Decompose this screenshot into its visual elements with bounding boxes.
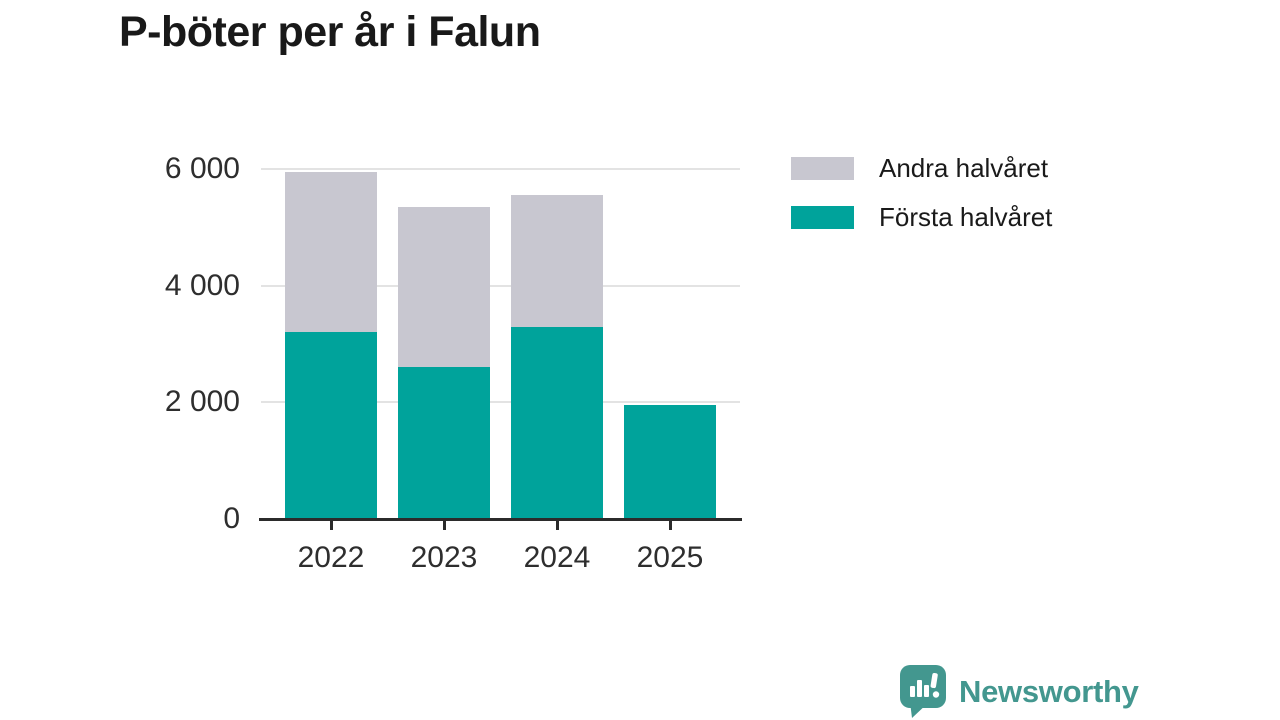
chart-title: P-böter per år i Falun <box>119 8 541 56</box>
x-axis-tick <box>330 521 333 530</box>
newsworthy-logo-icon <box>900 665 946 718</box>
y-axis-tick-label: 2 000 <box>164 385 240 419</box>
bar-segment-andra-halvaret <box>398 206 490 368</box>
y-axis-tick-label: 0 <box>223 502 240 535</box>
bar-segment-forsta-halvaret <box>285 332 377 519</box>
x-axis-line <box>259 518 742 521</box>
x-axis-tick-label: 2023 <box>410 541 478 574</box>
x-axis-tick <box>556 521 559 530</box>
legend-item-forsta: Första halvåret <box>791 204 1052 230</box>
gridline <box>261 401 740 404</box>
legend-swatch-forsta <box>791 205 854 229</box>
legend-label: Första halvåret <box>879 202 1053 232</box>
x-axis-tick-label: 2024 <box>523 541 591 574</box>
branding-name: Newsworthy <box>959 674 1139 709</box>
gridline <box>261 284 740 287</box>
gridline <box>261 168 740 170</box>
branding: Newsworthy <box>899 664 1139 720</box>
y-axis-tick-label: 6 000 <box>164 152 240 185</box>
legend-item-andra: Andra halvåret <box>791 155 1052 181</box>
bar-segment-forsta-halvaret <box>624 405 716 519</box>
legend: Andra halvåret Första halvåret <box>791 155 1052 253</box>
x-axis-tick-label: 2022 <box>297 541 365 574</box>
legend-swatch-andra <box>791 156 854 180</box>
x-axis-tick <box>443 521 446 530</box>
bar-segment-andra-halvaret <box>285 171 377 333</box>
x-axis-tick-label: 2025 <box>636 541 704 574</box>
bar-segment-forsta-halvaret <box>398 367 490 519</box>
y-axis-tick-label: 4 000 <box>164 268 240 302</box>
legend-label: Andra halvåret <box>879 153 1049 183</box>
x-axis-tick <box>669 521 672 530</box>
bar-segment-forsta-halvaret <box>511 326 603 519</box>
bar-segment-andra-halvaret <box>511 195 603 327</box>
